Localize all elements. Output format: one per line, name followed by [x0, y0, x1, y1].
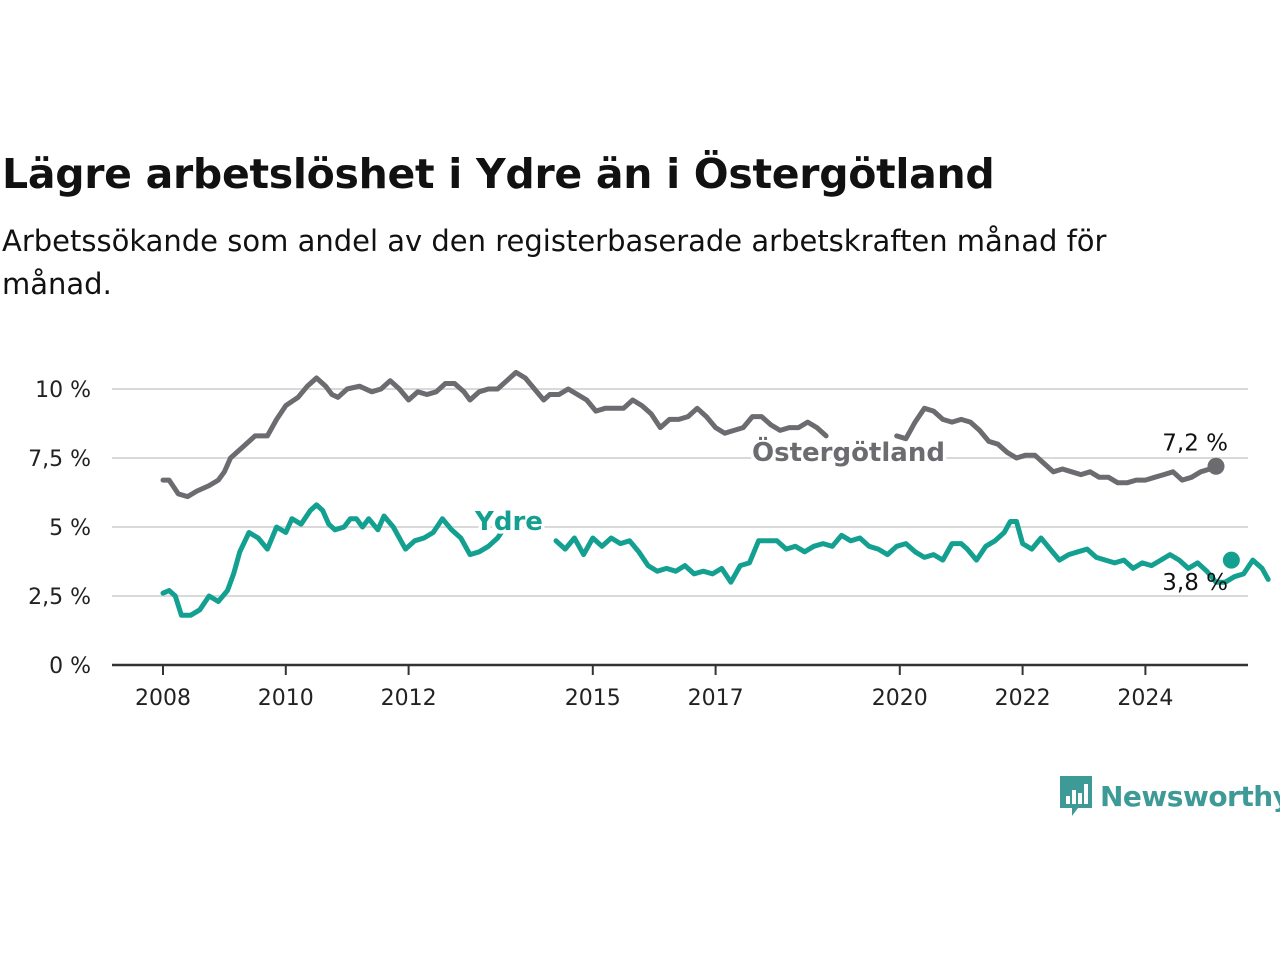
- y-tick-label: 7,5 %: [28, 447, 91, 472]
- series-line-ydre: [160, 502, 519, 618]
- y-axis-ticks: 0 % 2,5 % 5 % 7,5 % 10 %: [28, 378, 91, 679]
- y-tick-label: 2,5 %: [28, 585, 91, 610]
- series-line-ydre: [553, 519, 1271, 585]
- x-tick-label: 2017: [688, 686, 744, 711]
- end-marker-östergötland: [1207, 457, 1225, 475]
- chart-subtitle: Arbetssökande som andel av den registerb…: [2, 224, 1107, 301]
- x-tick-label: 2012: [381, 686, 437, 711]
- x-tick-label: 2022: [995, 686, 1051, 711]
- x-tick-label: 2024: [1117, 686, 1173, 711]
- x-axis-ticks: 2008 2010 2012 2015 2017 2020 2022 2024: [135, 665, 1173, 711]
- series-lines: [160, 369, 1271, 618]
- y-tick-label: 10 %: [35, 378, 91, 403]
- newsworthy-logo-text: Newsworthy: [1100, 779, 1280, 813]
- y-tick-label: 0 %: [49, 654, 91, 679]
- x-tick-label: 2010: [258, 686, 314, 711]
- newsworthy-logo-icon: [1060, 776, 1092, 816]
- series-line-östergötland: [894, 405, 1219, 486]
- chart-title: Lägre arbetslöshet i Ydre än i Östergötl…: [2, 150, 995, 198]
- x-tick-label: 2008: [135, 686, 191, 711]
- series-label-östergötland: Östergötland: [752, 435, 945, 468]
- end-value-label: 7,2 %: [1162, 430, 1228, 456]
- series-label-halo: Ydre: [474, 507, 543, 537]
- gridlines: [112, 388, 1248, 597]
- end-marker-ydre: [1222, 551, 1240, 569]
- series-line-östergötland: [160, 369, 829, 500]
- x-tick-label: 2020: [872, 686, 928, 711]
- y-tick-label: 5 %: [49, 516, 91, 541]
- newsworthy-logo: Newsworthy: [1058, 774, 1280, 818]
- x-tick-label: 2015: [565, 686, 621, 711]
- series-label-ydre: Ydre: [474, 507, 543, 537]
- end-value-label: 3,8 %: [1162, 570, 1228, 596]
- series-label-halo: Östergötland: [752, 435, 945, 468]
